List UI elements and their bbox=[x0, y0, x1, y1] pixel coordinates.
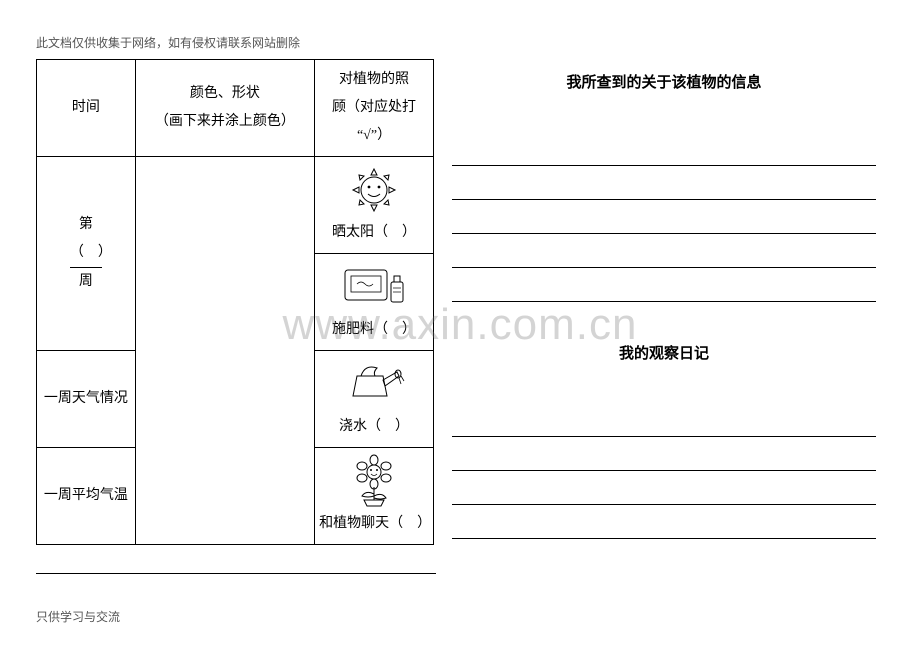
ruled-line bbox=[452, 437, 876, 471]
main-content: 时间 颜色、形状 （画下来并涂上颜色） 对植物的照 顾（对应处打 “√”） 第 … bbox=[36, 59, 884, 545]
care-water-cell: 浇水（ ） bbox=[315, 351, 434, 448]
ruled-line bbox=[452, 200, 876, 234]
care-water-label: 浇水（ ） bbox=[319, 413, 429, 441]
time-week-cell: 第 （ ） 周 bbox=[37, 157, 136, 351]
watering-can-icon bbox=[319, 357, 429, 411]
header-shape: 颜色、形状 （画下来并涂上颜色） bbox=[135, 60, 314, 157]
info-title: 我所查到的关于该植物的信息 bbox=[452, 71, 876, 92]
care-chat-label: 和植物聊天（ ） bbox=[319, 510, 429, 538]
diary-title: 我的观察日记 bbox=[452, 342, 876, 363]
care-sun-label: 晒太阳（ ） bbox=[319, 219, 429, 247]
ruled-line bbox=[452, 166, 876, 200]
care-fert-label: 施肥料（ ） bbox=[319, 316, 429, 344]
ruled-line bbox=[452, 268, 876, 302]
week-blank: （ ） bbox=[70, 239, 102, 268]
diary-lines-area bbox=[452, 403, 876, 539]
table-header-row: 时间 颜色、形状 （画下来并涂上颜色） 对植物的照 顾（对应处打 “√”） bbox=[37, 60, 434, 157]
header-time: 时间 bbox=[37, 60, 136, 157]
care-fert-cell: 施肥料（ ） bbox=[315, 254, 434, 351]
ruled-line bbox=[452, 403, 876, 437]
ruled-line bbox=[452, 471, 876, 505]
time-temp-cell: 一周平均气温 bbox=[37, 448, 136, 545]
ruled-line bbox=[452, 505, 876, 539]
header-shape-l2: （画下来并涂上颜色） bbox=[140, 108, 310, 136]
header-shape-l1: 颜色、形状 bbox=[140, 80, 310, 108]
header-care-l3: “√”） bbox=[319, 122, 429, 150]
week-char: 第 bbox=[41, 211, 131, 239]
fertilizer-icon bbox=[319, 260, 429, 314]
header-care: 对植物的照 顾（对应处打 “√”） bbox=[315, 60, 434, 157]
care-sun-cell: 晒太阳（ ） bbox=[315, 157, 434, 254]
table-row: 第 （ ） 周 bbox=[37, 157, 434, 254]
care-chat-cell: 和植物聊天（ ） bbox=[315, 448, 434, 545]
ruled-line bbox=[452, 234, 876, 268]
sun-icon bbox=[319, 163, 429, 217]
header-care-l2: 顾（对应处打 bbox=[319, 94, 429, 122]
time-weather-cell: 一周天气情况 bbox=[37, 351, 136, 448]
header-care-l1: 对植物的照 bbox=[319, 66, 429, 94]
observation-table: 时间 颜色、形状 （画下来并涂上颜色） 对植物的照 顾（对应处打 “√”） 第 … bbox=[36, 59, 434, 545]
ruled-line bbox=[452, 132, 876, 166]
header-note: 此文档仅供收集于网络，如有侵权请联系网站删除 bbox=[36, 34, 884, 51]
zhou-char: 周 bbox=[41, 268, 131, 296]
footer-note: 只供学习与交流 bbox=[36, 608, 884, 625]
bottom-rule-line bbox=[36, 573, 436, 574]
shape-draw-area bbox=[135, 157, 314, 545]
right-panel: 我所查到的关于该植物的信息 我的观察日记 bbox=[452, 59, 884, 545]
info-lines-area bbox=[452, 132, 876, 302]
flower-icon bbox=[319, 454, 429, 508]
